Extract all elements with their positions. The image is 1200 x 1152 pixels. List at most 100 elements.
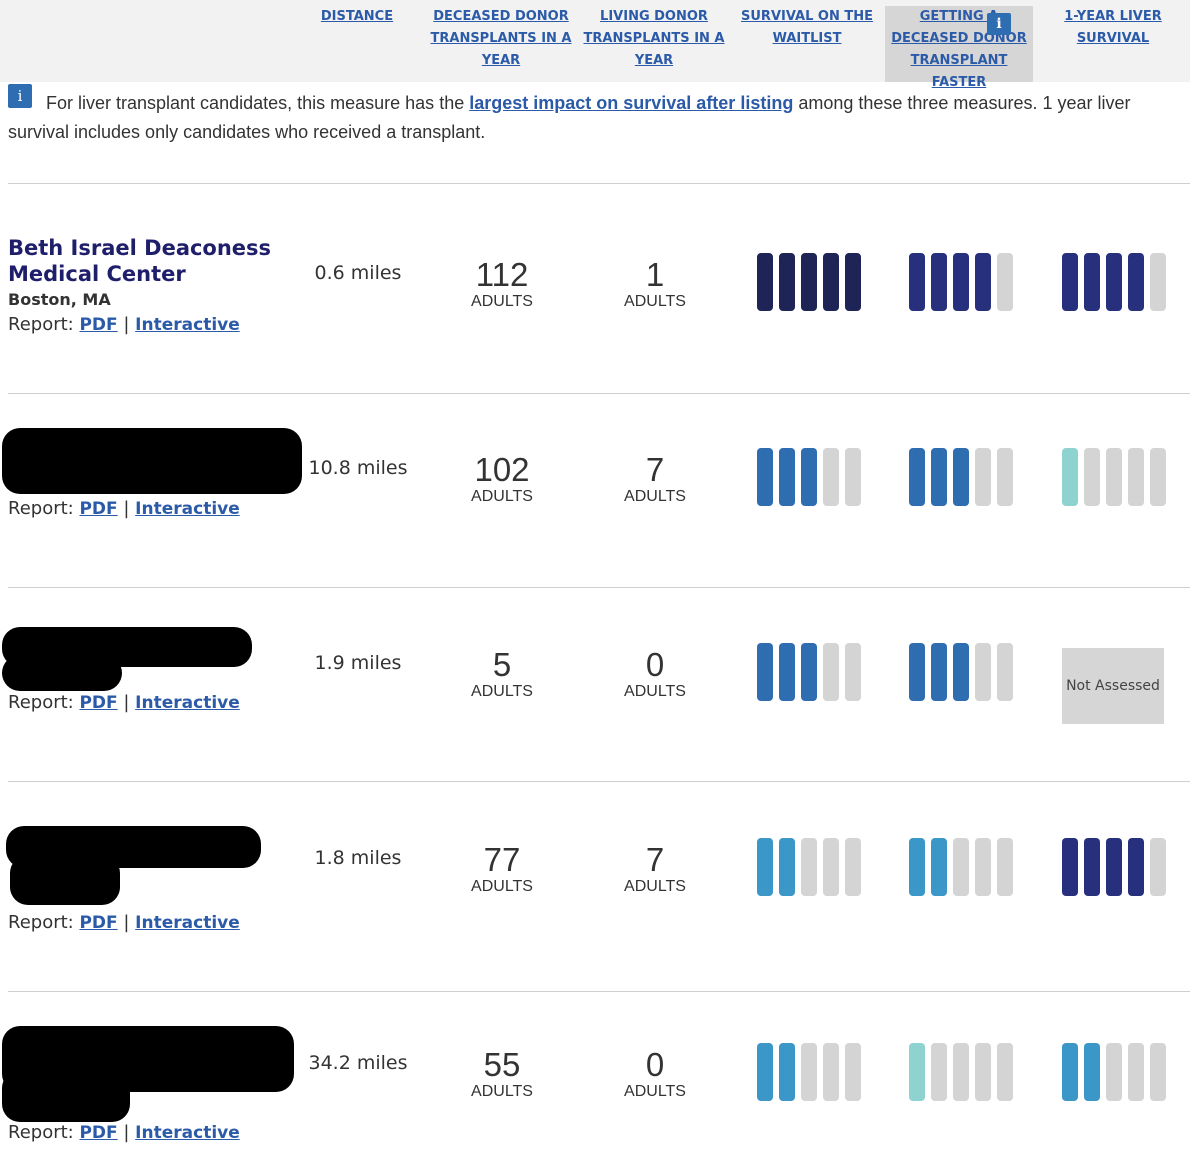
rating-bar bbox=[909, 448, 925, 506]
rating-bar bbox=[845, 838, 861, 896]
header-label-line[interactable]: YEAR bbox=[634, 53, 674, 68]
distance-value: 1.9 miles bbox=[314, 652, 402, 674]
waitlist-survival-rating bbox=[757, 253, 861, 311]
table-header: DISTANCE DECEASED DONOR TRANSPLANTS IN A Y… bbox=[0, 0, 1190, 90]
rating-bar bbox=[997, 253, 1013, 311]
redacted-center-name bbox=[2, 655, 122, 691]
center-name-line[interactable]: Beth Israel Deaconess bbox=[8, 236, 272, 260]
rating-bar bbox=[801, 838, 817, 896]
header-label-line[interactable]: LIVING DONOR bbox=[600, 9, 708, 24]
report-links: Report: PDF | Interactive bbox=[8, 498, 240, 519]
info-icon[interactable]: i bbox=[987, 13, 1011, 35]
deceased-donor-count: 55 ADULTS bbox=[427, 1047, 577, 1101]
pdf-report-link[interactable]: PDF bbox=[79, 499, 118, 519]
deceased-count-number: 55 bbox=[483, 1046, 521, 1083]
header-label-line[interactable]: DECEASED DONOR bbox=[433, 9, 569, 24]
header-label-line[interactable]: TRANSPLANT FASTER bbox=[910, 53, 1008, 90]
report-links: Report: PDF | Interactive bbox=[8, 692, 240, 713]
rating-bar bbox=[779, 1043, 795, 1101]
pdf-report-link[interactable]: PDF bbox=[79, 315, 118, 335]
header-getting-transplant-faster[interactable]: GETTING A DECEASED DONOR TRANSPLANT FASTER… bbox=[885, 6, 1033, 90]
distance-value: 0.6 miles bbox=[314, 262, 402, 284]
header-deceased-donor-transplants[interactable]: DECEASED DONOR TRANSPLANTS IN A YEAR bbox=[427, 6, 575, 72]
divider bbox=[8, 781, 1190, 782]
rating-bar bbox=[823, 1043, 839, 1101]
pdf-report-link[interactable]: PDF bbox=[79, 693, 118, 713]
center-name[interactable]: Beth Israel Deaconess Medical Center bbox=[8, 235, 271, 287]
rating-bar bbox=[1128, 448, 1144, 506]
rating-bar bbox=[931, 838, 947, 896]
center-name-line[interactable]: Medical Center bbox=[8, 262, 186, 286]
deceased-count-number: 5 bbox=[492, 646, 512, 683]
distance-value: 10.8 miles bbox=[308, 457, 408, 479]
header-distance[interactable]: DISTANCE bbox=[283, 6, 431, 28]
rating-bar bbox=[997, 643, 1013, 701]
divider bbox=[8, 991, 1190, 992]
rating-bar bbox=[1084, 838, 1100, 896]
rating-bar bbox=[757, 253, 773, 311]
adults-label: ADULTS bbox=[624, 878, 686, 895]
rating-bar bbox=[1150, 1043, 1166, 1101]
rating-bar bbox=[975, 448, 991, 506]
header-label-line[interactable]: WAITLIST bbox=[772, 31, 842, 46]
living-count-number: 1 bbox=[645, 256, 665, 293]
rating-bar bbox=[1084, 448, 1100, 506]
rating-bar bbox=[823, 253, 839, 311]
deceased-count-number: 102 bbox=[474, 451, 530, 488]
rating-bar bbox=[823, 838, 839, 896]
header-label-line[interactable]: YEAR bbox=[481, 53, 521, 68]
living-donor-count: 0 ADULTS bbox=[580, 647, 730, 701]
header-label-line[interactable]: 1-YEAR LIVER bbox=[1064, 9, 1162, 24]
adults-label: ADULTS bbox=[471, 878, 533, 895]
interactive-report-link[interactable]: Interactive bbox=[135, 913, 240, 933]
rating-bar bbox=[1128, 838, 1144, 896]
transplant-faster-rating bbox=[909, 643, 1013, 701]
header-label-line[interactable]: TRANSPLANTS IN A bbox=[430, 31, 572, 46]
header-survival-on-waitlist[interactable]: SURVIVAL ON THE WAITLIST bbox=[733, 6, 881, 50]
header-1-year-liver-survival[interactable]: 1-YEAR LIVER SURVIVAL bbox=[1039, 6, 1187, 50]
living-count-number: 7 bbox=[645, 451, 665, 488]
rating-bar bbox=[1106, 1043, 1122, 1101]
living-donor-count: 0 ADULTS bbox=[580, 1047, 730, 1101]
rating-bar bbox=[909, 1043, 925, 1101]
rating-bar bbox=[931, 253, 947, 311]
adults-label: ADULTS bbox=[471, 293, 533, 310]
pdf-report-link[interactable]: PDF bbox=[79, 1123, 118, 1143]
adults-label: ADULTS bbox=[471, 1083, 533, 1100]
report-label: Report: bbox=[8, 1122, 80, 1143]
living-donor-count: 7 ADULTS bbox=[580, 452, 730, 506]
one-year-survival-rating bbox=[1062, 838, 1166, 896]
deceased-donor-count: 77 ADULTS bbox=[427, 842, 577, 896]
header-label-line[interactable]: SURVIVAL ON THE bbox=[741, 9, 873, 24]
report-label: Report: bbox=[8, 912, 80, 933]
adults-label: ADULTS bbox=[471, 683, 533, 700]
rating-bar bbox=[1084, 253, 1100, 311]
header-label-line[interactable]: GETTING A bbox=[919, 9, 999, 24]
header-living-donor-transplants[interactable]: LIVING DONOR TRANSPLANTS IN A YEAR bbox=[580, 6, 728, 72]
header-label-line[interactable]: DISTANCE bbox=[320, 9, 394, 24]
report-links: Report: PDF | Interactive bbox=[8, 912, 240, 933]
transplant-faster-rating bbox=[909, 838, 1013, 896]
largest-impact-link[interactable]: largest impact on survival after listing bbox=[469, 93, 794, 113]
rating-bar bbox=[1150, 253, 1166, 311]
header-label-line[interactable]: TRANSPLANTS IN A bbox=[583, 31, 725, 46]
rating-bar bbox=[975, 838, 991, 896]
measure-note: For liver transplant candidates, this me… bbox=[8, 89, 1178, 147]
interactive-report-link[interactable]: Interactive bbox=[135, 499, 240, 519]
header-label-line[interactable]: SURVIVAL bbox=[1076, 31, 1150, 46]
rating-bar bbox=[1084, 1043, 1100, 1101]
info-icon[interactable]: i bbox=[8, 84, 32, 108]
rating-bar bbox=[975, 1043, 991, 1101]
rating-bar bbox=[801, 253, 817, 311]
rating-bar bbox=[1150, 838, 1166, 896]
rating-bar bbox=[779, 643, 795, 701]
interactive-report-link[interactable]: Interactive bbox=[135, 693, 240, 713]
rating-bar bbox=[909, 253, 925, 311]
rating-bar bbox=[823, 643, 839, 701]
rating-bar bbox=[953, 448, 969, 506]
adults-label: ADULTS bbox=[624, 488, 686, 505]
redacted-center-name bbox=[2, 1070, 130, 1122]
interactive-report-link[interactable]: Interactive bbox=[135, 1123, 240, 1143]
pdf-report-link[interactable]: PDF bbox=[79, 913, 118, 933]
interactive-report-link[interactable]: Interactive bbox=[135, 315, 240, 335]
